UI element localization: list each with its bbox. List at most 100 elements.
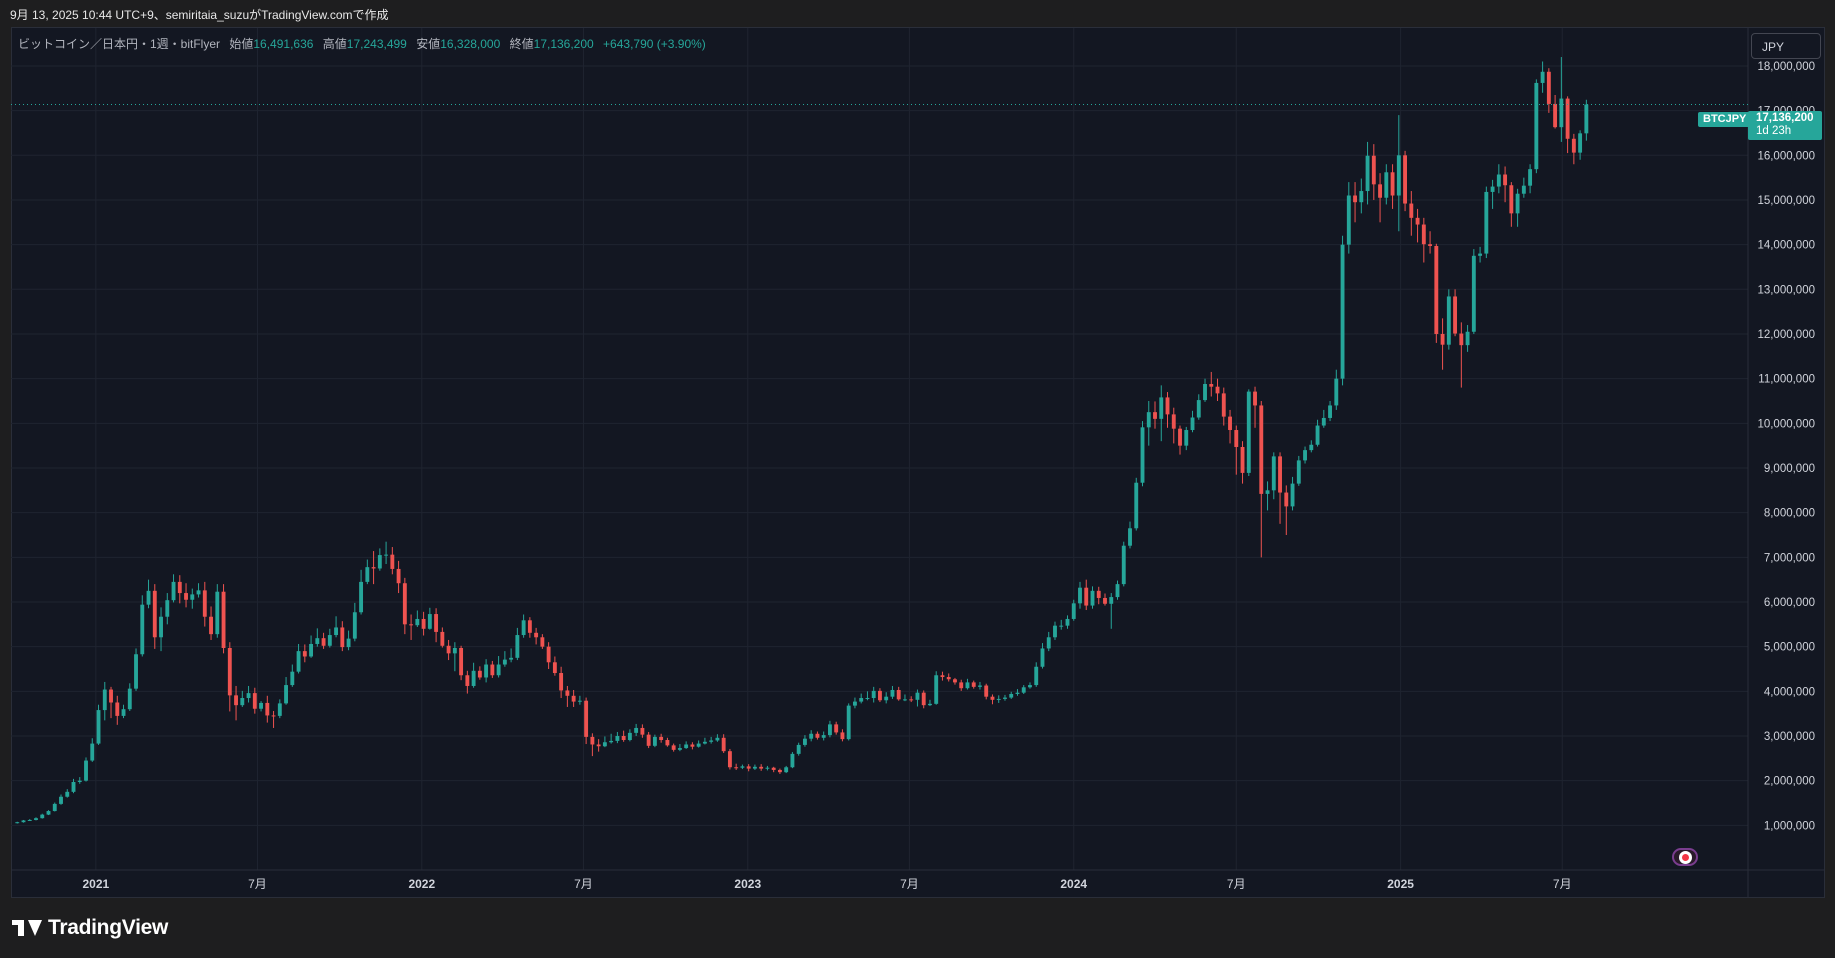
candle [302, 644, 307, 663]
candle [159, 607, 163, 652]
record-icon [1679, 851, 1692, 864]
candle [1303, 446, 1307, 464]
candle-body [1221, 393, 1226, 417]
y-tick-label: 13,000,000 [1757, 284, 1815, 296]
candle [840, 729, 845, 742]
candle [71, 778, 76, 794]
candle [227, 642, 232, 712]
candle [890, 685, 895, 699]
candle [1540, 61, 1545, 93]
candle-body [1578, 133, 1583, 153]
candle [290, 664, 295, 687]
candle-body [171, 581, 176, 601]
candle-body [159, 616, 163, 638]
candle [1284, 485, 1289, 535]
replay-button[interactable] [1672, 848, 1698, 866]
candle-body [152, 590, 157, 638]
candle-body [221, 591, 226, 648]
candle-body [959, 682, 964, 689]
candle-body [1065, 618, 1070, 626]
legend-open-value: 16,491,636 [253, 37, 314, 51]
candle-body [1040, 648, 1045, 667]
candle [1478, 246, 1483, 263]
candle [440, 627, 445, 648]
candle-body [1165, 397, 1170, 415]
candle-body [240, 698, 245, 706]
candle [40, 813, 45, 819]
candle [396, 560, 401, 594]
snapshot-caption: 9月 13, 2025 10:44 UTC+9、semiritaia_suzuが… [10, 8, 389, 22]
candle [52, 802, 57, 812]
candle-body [309, 643, 314, 657]
candle [490, 660, 495, 678]
candle-body [1109, 597, 1114, 604]
legend-symbol-description[interactable]: ビットコイン／日本円・1週・bitFlyer [18, 37, 221, 51]
candle [1215, 378, 1220, 401]
candle-body [1028, 685, 1032, 688]
candle-body [965, 682, 970, 689]
candle-body [415, 618, 420, 626]
candle [365, 559, 370, 585]
candle [1171, 407, 1176, 444]
candle [1221, 387, 1226, 426]
currency-button[interactable]: JPY [1751, 33, 1821, 59]
candle-body [978, 685, 982, 687]
candle-body [1515, 193, 1520, 214]
candle [802, 735, 807, 747]
candle-body [1015, 692, 1020, 695]
candle-body [690, 744, 695, 747]
y-tick-label: 15,000,000 [1757, 195, 1815, 207]
candle [615, 731, 620, 744]
candle [1234, 425, 1239, 475]
candle-body [953, 679, 957, 683]
candle [915, 689, 920, 707]
x-tick-label: 7月 [1227, 877, 1246, 891]
candle [1040, 643, 1045, 669]
candle-body [140, 604, 145, 655]
candle-body [1159, 397, 1164, 419]
candle [865, 691, 870, 701]
candle [371, 551, 376, 585]
candle [1371, 144, 1376, 200]
candle-body [565, 690, 570, 696]
candle-body [1059, 625, 1064, 627]
candle-body [284, 685, 289, 704]
candle [552, 656, 557, 676]
candle [990, 694, 995, 705]
candle [996, 695, 1001, 703]
candle-body [502, 659, 507, 665]
candle [1459, 322, 1464, 388]
candle-body [1328, 405, 1332, 418]
candle-body [1471, 255, 1476, 332]
candle-body [146, 590, 151, 605]
candle [1528, 164, 1533, 194]
candle-body [721, 737, 726, 752]
candle-body [190, 594, 195, 600]
candle-body [21, 820, 26, 823]
candle [527, 617, 532, 638]
x-tick-label: 2022 [408, 877, 435, 891]
candle [246, 685, 251, 703]
candle-body [1053, 625, 1057, 638]
candle-body [890, 689, 895, 697]
candle [928, 699, 932, 707]
candle-body [1584, 104, 1589, 134]
chart-pane[interactable] [11, 27, 1825, 898]
candle [565, 685, 570, 707]
candle-body [1003, 697, 1007, 699]
candle [1521, 177, 1526, 198]
candle-body [484, 664, 489, 678]
tradingview-logo[interactable]: TradingView [12, 916, 168, 940]
candle [215, 584, 220, 638]
candle [659, 733, 664, 743]
candle-body [765, 767, 770, 769]
candle-body [1340, 244, 1345, 379]
candle-body [1090, 590, 1095, 606]
symbol-price-label: BTCJPY [1698, 112, 1752, 127]
legend-open-label: 始値 [229, 37, 254, 51]
candle [484, 659, 489, 683]
candle-body [1296, 460, 1301, 484]
candle [209, 606, 213, 640]
candle [646, 731, 651, 749]
